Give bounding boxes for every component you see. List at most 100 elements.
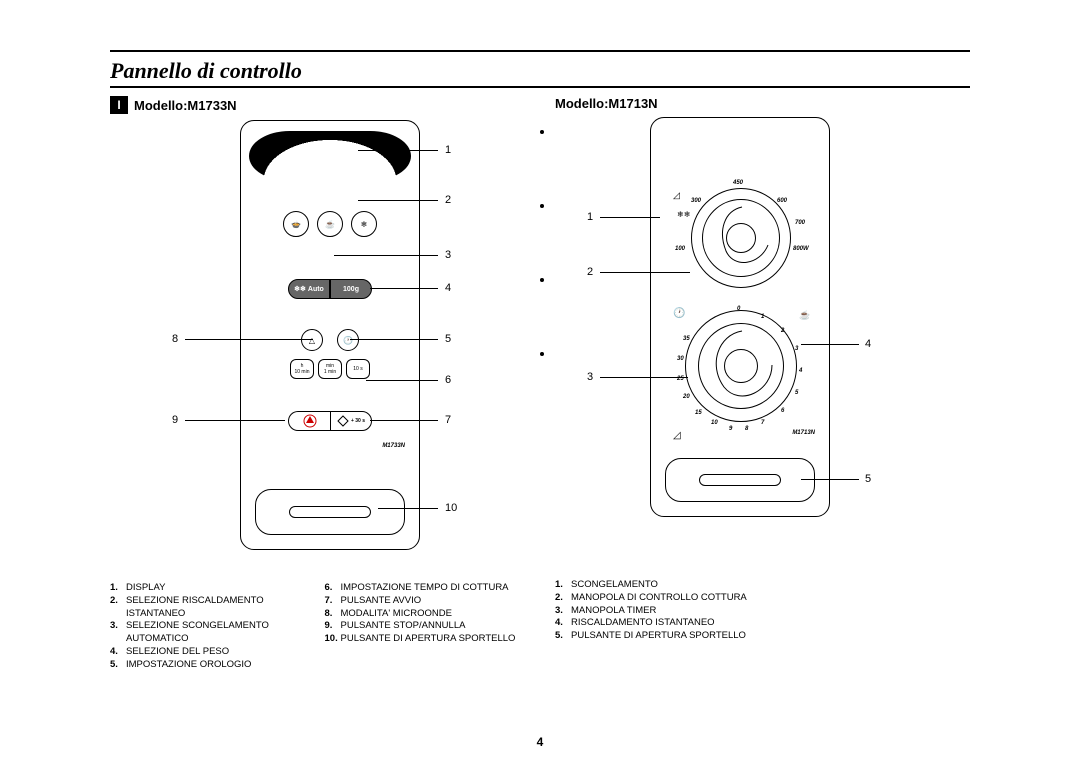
door-open-button[interactable] (255, 489, 405, 535)
col-m1713: Modello:M1713N ◿ 100 300 450 600 700 800… (555, 96, 970, 672)
callout-3: 3 (445, 249, 451, 261)
callout-4: 4 (445, 282, 451, 294)
legend-list-m1713: 1.SCONGELAMENTO 2.MANOPOLA DI CONTROLLO … (555, 579, 970, 643)
time-min-button[interactable]: min1 min (318, 359, 342, 379)
control-panel-m1713: ◿ 100 300 450 600 700 800W ❄❄ 🕐 (650, 117, 830, 517)
callout-line (801, 344, 859, 345)
t-4: 4 (799, 368, 802, 374)
t-7: 7 (761, 420, 764, 426)
start-button[interactable]: + 30 s (330, 411, 372, 431)
clock-icon[interactable]: 🕐 (337, 329, 359, 351)
t-6: 6 (781, 408, 784, 414)
door-open-button-m1713[interactable] (665, 458, 815, 502)
page-title: Pannello di controllo (110, 58, 970, 84)
auto-label: Auto (308, 286, 324, 293)
t-1: 1 (761, 314, 764, 320)
display-band (249, 131, 411, 181)
pw-800w: 800W (793, 246, 809, 252)
reheat-icon-row: 🍲 ☕ ❄ (283, 211, 377, 237)
callout-line (185, 339, 313, 340)
callout-line (370, 288, 438, 289)
control-panel-m1733: 🍲 ☕ ❄ ❄❄ Auto 100g △ 🕐 h10 min (240, 120, 420, 550)
legend-col-right: 6.IMPOSTAZIONE TEMPO DI COTTURA 7.PULSAN… (325, 582, 526, 672)
defrost-arrow-icon: ◿ (673, 430, 681, 441)
auto-button[interactable]: ❄❄ Auto (288, 279, 330, 299)
microwave-mode-icon[interactable]: △ (301, 329, 323, 351)
callout-line (358, 150, 438, 151)
auto-weight-row: ❄❄ Auto 100g (288, 279, 372, 299)
callout-line (366, 380, 438, 381)
col-m1733: I Modello:M1733N 🍲 ☕ ❄ ❄❄ Auto 100g (110, 96, 525, 672)
cup-reheat-icon: ☕ (799, 310, 810, 321)
t-20: 20 (683, 394, 690, 400)
model-label-m1733: Modello:M1733N (134, 98, 237, 113)
callout-m1713-4: 4 (865, 338, 871, 350)
t-35: 35 (683, 336, 690, 342)
pw-600: 600 (777, 198, 787, 204)
callout-line (334, 255, 438, 256)
legend-m1733: 1.DISPLAY 2.SELEZIONE RISCALDAMENTO ISTA… (110, 582, 525, 672)
pw-100: 100 (675, 246, 685, 252)
t-10: 10 (711, 420, 718, 426)
time-set-row: h10 min min1 min 10 s (290, 359, 370, 379)
callout-m1713-5: 5 (865, 473, 871, 485)
callout-line (370, 420, 438, 421)
legend-col-left: 1.DISPLAY 2.SELEZIONE RISCALDAMENTO ISTA… (110, 582, 311, 672)
page-number: 4 (537, 735, 544, 749)
weight-button[interactable]: 100g (330, 279, 372, 299)
power-dial[interactable] (691, 188, 791, 288)
pw-450: 450 (733, 180, 743, 186)
t-3: 3 (795, 346, 798, 352)
callout-7: 7 (445, 414, 451, 426)
language-badge: I (110, 96, 128, 114)
cup-icon: ☕ (317, 211, 343, 237)
callout-line (600, 217, 660, 218)
callout-6: 6 (445, 374, 451, 386)
clock-small-icon: 🕐 (673, 308, 685, 319)
t-15: 15 (695, 410, 702, 416)
panel-stage-m1733: 🍲 ☕ ❄ ❄❄ Auto 100g △ 🕐 h10 min (110, 120, 525, 570)
pw-300: 300 (691, 198, 701, 204)
callout-line (600, 272, 690, 273)
mode-clock-row: △ 🕐 (301, 329, 359, 351)
callout-line (185, 420, 285, 421)
callout-10: 10 (445, 502, 457, 514)
callout-line (801, 479, 859, 480)
time-h-button[interactable]: h10 min (290, 359, 314, 379)
timer-dial[interactable] (685, 310, 797, 422)
callout-line (358, 200, 438, 201)
power-triangle-icon: ◿ (673, 190, 680, 201)
callout-line (600, 377, 688, 378)
model-code-text-m1713: M1713N (792, 430, 815, 436)
callout-9: 9 (172, 414, 178, 426)
callout-m1713-1: 1 (587, 211, 593, 223)
pw-700: 700 (795, 220, 805, 226)
callout-2: 2 (445, 194, 451, 206)
rule-top (110, 50, 970, 52)
stop-start-row: + 30 s (288, 411, 372, 431)
callout-8: 8 (172, 333, 178, 345)
plus30-label: + 30 s (351, 418, 365, 424)
legend-m1713: 1.SCONGELAMENTO 2.MANOPOLA DI CONTROLLO … (555, 579, 970, 643)
callout-m1713-2: 2 (587, 266, 593, 278)
t-8: 8 (745, 426, 748, 432)
rule-under-title (110, 86, 970, 88)
time-s-button[interactable]: 10 s (346, 359, 370, 379)
model-heading-row: I Modello:M1733N (110, 96, 525, 114)
t-0: 0 (737, 306, 740, 312)
defrost-icon: ❄ (351, 211, 377, 237)
stop-button[interactable] (288, 411, 330, 431)
food-icon: 🍲 (283, 211, 309, 237)
callout-1: 1 (445, 144, 451, 156)
model-heading-row: Modello:M1713N (555, 96, 970, 111)
panel-stage-m1713: ◿ 100 300 450 600 700 800W ❄❄ 🕐 (555, 117, 970, 567)
t-5: 5 (795, 390, 798, 396)
t-30: 30 (677, 356, 684, 362)
model-code-text: M1733N (382, 443, 405, 449)
t-9: 9 (729, 426, 732, 432)
snowflake-icons: ❄❄ (677, 210, 690, 219)
callout-line (350, 339, 438, 340)
t-2: 2 (781, 328, 784, 334)
callout-line (378, 508, 438, 509)
callout-m1713-3: 3 (587, 371, 593, 383)
